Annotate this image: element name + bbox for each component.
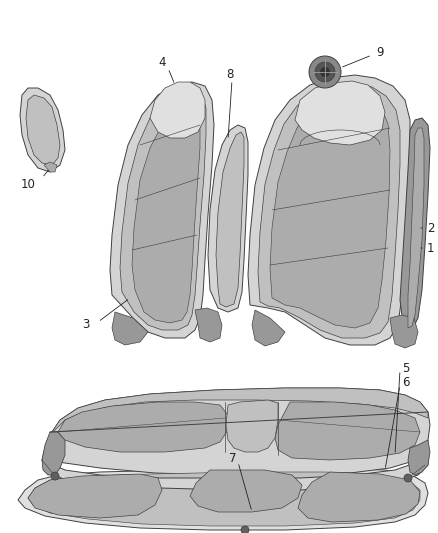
Circle shape [309, 56, 341, 88]
Text: 6: 6 [402, 376, 410, 390]
Polygon shape [50, 388, 428, 435]
Polygon shape [270, 93, 390, 328]
Polygon shape [208, 125, 248, 312]
Polygon shape [248, 75, 410, 345]
Polygon shape [132, 102, 200, 323]
Text: 9: 9 [376, 45, 384, 59]
Polygon shape [190, 470, 302, 512]
Polygon shape [42, 432, 65, 475]
Circle shape [241, 526, 249, 533]
Polygon shape [110, 82, 214, 338]
Polygon shape [112, 312, 148, 345]
Polygon shape [120, 90, 206, 330]
Circle shape [404, 474, 412, 482]
Circle shape [320, 67, 330, 77]
Polygon shape [226, 400, 278, 452]
Text: 1: 1 [427, 241, 434, 254]
Polygon shape [58, 402, 228, 452]
Polygon shape [298, 472, 420, 522]
Polygon shape [26, 95, 60, 165]
Circle shape [315, 62, 335, 82]
Polygon shape [150, 82, 205, 138]
Text: 3: 3 [83, 319, 90, 332]
Circle shape [51, 472, 59, 480]
Polygon shape [408, 128, 424, 328]
Polygon shape [275, 402, 420, 460]
Polygon shape [252, 310, 285, 346]
Polygon shape [42, 455, 428, 490]
Text: 8: 8 [226, 68, 234, 80]
Polygon shape [195, 308, 222, 342]
Text: 4: 4 [158, 55, 166, 69]
Text: 10: 10 [21, 179, 35, 191]
Polygon shape [216, 132, 244, 307]
Text: 2: 2 [427, 222, 434, 235]
Polygon shape [28, 472, 420, 526]
Polygon shape [42, 388, 430, 475]
Polygon shape [408, 440, 430, 475]
Polygon shape [28, 474, 162, 518]
Polygon shape [295, 81, 385, 145]
Polygon shape [18, 468, 428, 530]
Polygon shape [258, 84, 400, 338]
Polygon shape [400, 118, 430, 332]
Polygon shape [20, 88, 65, 172]
Text: 7: 7 [229, 451, 237, 464]
Polygon shape [390, 315, 418, 348]
Polygon shape [44, 162, 57, 172]
Text: 5: 5 [402, 361, 410, 375]
